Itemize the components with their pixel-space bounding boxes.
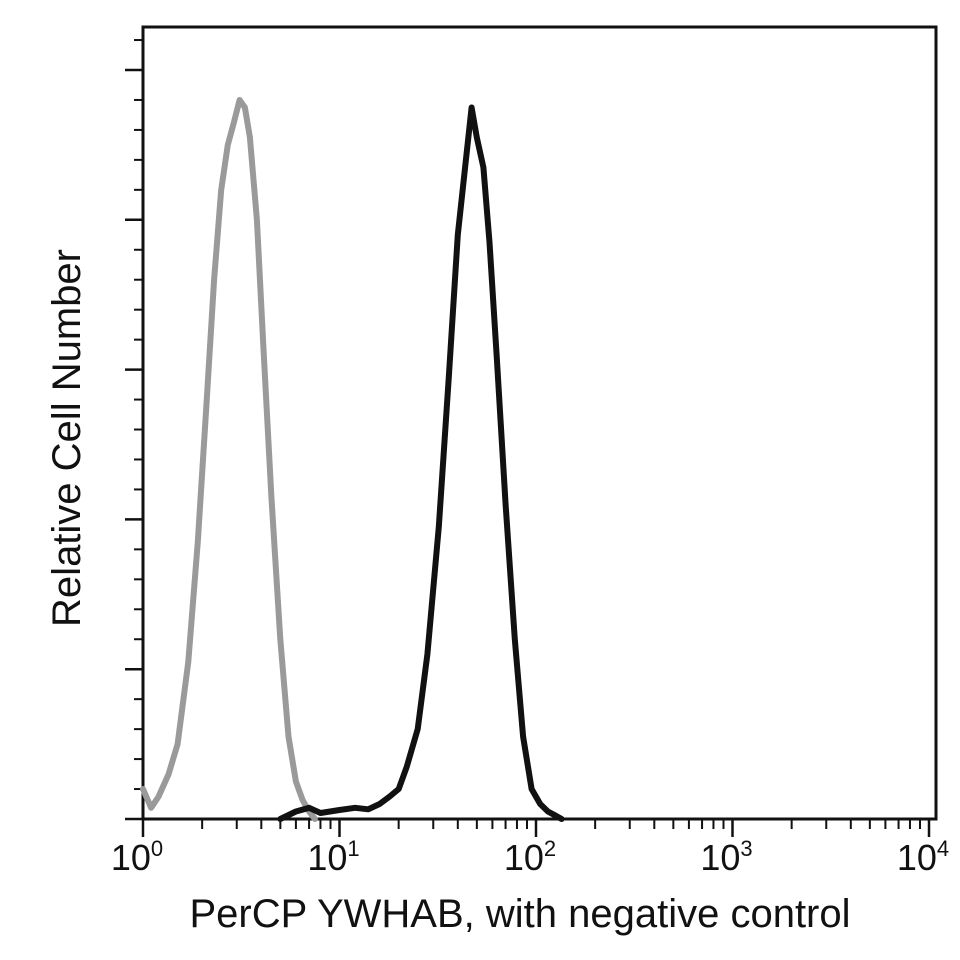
negative-control-series-line [140, 97, 318, 822]
series-layer [140, 97, 565, 822]
y-axis-ticks [125, 39, 143, 821]
x-tick-label: 102 [504, 836, 556, 878]
x-axis-title: PerCP YWHAB, with negative control [189, 892, 850, 936]
x-tick-label: 104 [897, 836, 949, 878]
x-axis-tick-labels: 100 101 102 103 104 [111, 836, 949, 878]
x-tick-label: 100 [111, 836, 163, 878]
ywhab-series-line [277, 104, 565, 822]
x-axis-ticks [141, 819, 931, 837]
x-tick-label: 103 [700, 836, 752, 878]
x-tick-label: 101 [307, 836, 359, 878]
y-axis-title: Relative Cell Number [45, 249, 89, 627]
plot-frame [141, 25, 938, 821]
